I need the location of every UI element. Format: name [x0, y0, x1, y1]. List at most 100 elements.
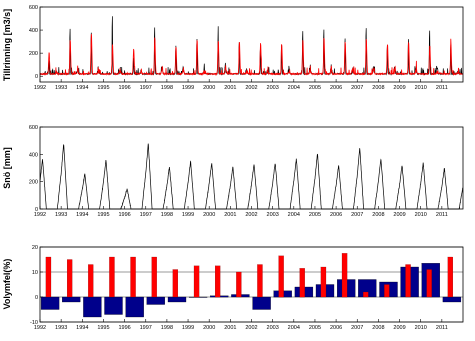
- y-tick-label: 600: [29, 125, 38, 131]
- x-tick-label: 2011: [436, 212, 448, 218]
- series-line-snow: [39, 143, 463, 210]
- x-tick-label: 1993: [55, 212, 67, 218]
- x-tick-label: 2009: [393, 325, 405, 331]
- bar-red: [384, 284, 390, 298]
- y-tick-label: 0: [35, 295, 38, 301]
- x-tick-label: 2007: [351, 325, 363, 331]
- bar-red: [88, 264, 94, 298]
- bar-blue: [442, 296, 462, 303]
- bar-red: [447, 256, 453, 298]
- panel-sno: Snö [mm] 0 200 400 600 1992 1993 1994 1995 1996 1…: [2, 125, 464, 218]
- x-tick-label: 1995: [97, 85, 109, 91]
- y-axis-label-tillrinning: Tillrinning [m3/s]: [2, 9, 12, 81]
- x-tick-label: 1999: [182, 212, 194, 218]
- x-tick-label: 1995: [97, 325, 109, 331]
- x-tick-label: 2000: [203, 325, 215, 331]
- x-tick-label: 1993: [55, 85, 67, 91]
- bar-red: [66, 259, 73, 298]
- bar-blue: [252, 296, 271, 310]
- bar-blue: [125, 296, 144, 318]
- x-tick-label: 1992: [34, 212, 46, 218]
- y-tick-label: 200: [29, 51, 38, 57]
- x-tick-label: 2004: [288, 85, 300, 91]
- x-tick-label: 2001: [224, 325, 236, 331]
- bar-red: [236, 271, 242, 298]
- bar-red: [215, 265, 221, 298]
- x-tick-label: 1994: [76, 212, 88, 218]
- bar-red: [45, 256, 52, 298]
- bar-blue: [40, 296, 60, 310]
- x-tick-label: 2002: [245, 325, 257, 331]
- bar-blue: [83, 296, 102, 318]
- x-tick-label: 1998: [161, 212, 173, 218]
- x-tick-label: 2006: [330, 85, 342, 91]
- x-tick-label: 2005: [309, 85, 321, 91]
- x-tick-label: 2003: [267, 325, 279, 331]
- bar-blue: [146, 296, 165, 305]
- y-tick-label: 600: [29, 5, 38, 11]
- x-tick-label: 1996: [118, 212, 130, 218]
- x-tick-label: 2002: [245, 85, 257, 91]
- x-tick-label: 1996: [118, 85, 130, 91]
- x-tick-label: 2003: [267, 85, 279, 91]
- bar-red: [320, 266, 327, 298]
- x-tick-label: 1998: [161, 85, 173, 91]
- y-axis-label-sno: Snö [mm]: [2, 147, 12, 189]
- bar-red: [109, 256, 115, 298]
- x-tick-label: 2007: [351, 212, 363, 218]
- x-tick-label: 2011: [436, 85, 448, 91]
- bar-red: [426, 269, 432, 298]
- x-tick-label: 2005: [309, 212, 321, 218]
- x-tick-label: 2003: [267, 212, 279, 218]
- x-tick-label: 2010: [415, 325, 427, 331]
- x-tick-label: 1992: [34, 85, 46, 91]
- x-tick-label: 2009: [393, 85, 405, 91]
- bar-red: [151, 256, 157, 298]
- x-tick-label: 2008: [372, 85, 384, 91]
- x-tick-label: 2002: [245, 212, 257, 218]
- x-tick-label: 2011: [436, 325, 448, 331]
- x-tick-label: 1997: [140, 85, 152, 91]
- x-tick-label: 2008: [372, 325, 384, 331]
- x-tick-label: 1993: [55, 325, 67, 331]
- x-tick-label: 1997: [140, 212, 152, 218]
- x-tick-label: 2010: [415, 85, 427, 91]
- bar-red: [257, 264, 263, 298]
- x-tick-label: 2004: [288, 325, 300, 331]
- panel-volymfel: Volymfel(%) -10 0 10 20 1992 1993 1994 1995 1996…: [2, 245, 464, 331]
- x-tick-label: 1997: [140, 325, 152, 331]
- x-tick-label: 1998: [161, 325, 173, 331]
- bar-blue: [62, 296, 81, 303]
- x-tick-label: 1995: [97, 212, 109, 218]
- x-tick-label: 2001: [224, 212, 236, 218]
- x-tick-label: 2006: [330, 325, 342, 331]
- x-tick-label: 2007: [351, 85, 363, 91]
- bar-red: [299, 268, 305, 298]
- y-axis-label-volymfel: Volymfel(%): [2, 259, 12, 310]
- y-tick-label: 0: [35, 207, 38, 213]
- plot-frame-tillrinning: [39, 6, 464, 83]
- bar-red: [363, 291, 369, 298]
- series-line-simulated: [39, 34, 463, 77]
- bar-blue: [104, 296, 123, 315]
- x-tick-label: 2009: [393, 212, 405, 218]
- bar-red: [193, 265, 200, 298]
- x-tick-label: 1992: [34, 325, 46, 331]
- plot-frame-volymfel: [39, 246, 464, 323]
- x-tick-label: 2000: [203, 85, 215, 91]
- plot-frame-sno: [39, 126, 464, 210]
- bar-red: [341, 253, 348, 298]
- x-tick-label: 1994: [76, 325, 88, 331]
- y-tick-label: -10: [30, 320, 38, 326]
- x-tick-label: 2001: [224, 85, 236, 91]
- y-tick-label: 0: [35, 74, 38, 80]
- x-tick-label: 1999: [182, 85, 194, 91]
- y-tick-label: 200: [29, 180, 38, 186]
- y-tick-label: 10: [32, 270, 38, 276]
- series-line-observed: [39, 16, 463, 76]
- y-tick-label: 20: [32, 245, 38, 251]
- x-tick-label: 2010: [415, 212, 427, 218]
- bar-red: [405, 264, 411, 298]
- x-tick-label: 2005: [309, 325, 321, 331]
